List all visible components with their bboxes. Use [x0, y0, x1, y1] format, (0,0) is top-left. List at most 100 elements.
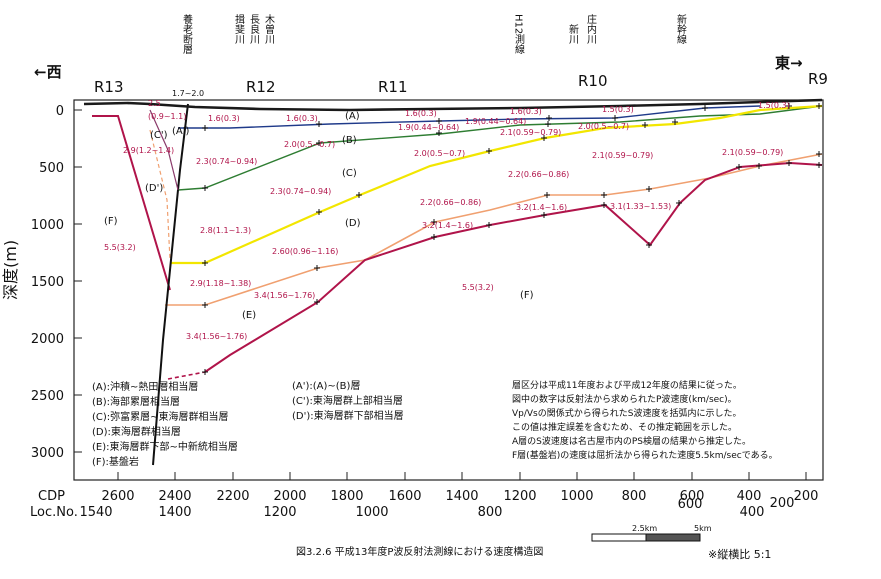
x-ticks	[117, 472, 807, 480]
velocity-label: 2.0(0.5~0.7)	[414, 149, 465, 158]
velocity-label: 2.60(0.96~1.16)	[272, 247, 338, 256]
note-line: 図中の数字は反射法から求められたP波速度(km/sec)。	[512, 393, 737, 405]
legend-mid: (A'):(A)~(B)層 (C'):東海層群上部相当層 (D'):東海層群下部…	[292, 380, 404, 422]
velocity-label: 1.6(0.3)	[208, 114, 240, 123]
legend-item: (F):基盤岩	[92, 455, 139, 468]
yoro-fault-line	[152, 103, 189, 466]
layer-c-boundary	[170, 104, 823, 265]
layer-e-dashed	[167, 371, 206, 380]
top-label-yoro-fault: 養老断層	[181, 13, 193, 54]
top-label-nagara-river: 長良川	[248, 14, 260, 44]
top-label-kiso-river: 木曽川	[263, 14, 275, 44]
top-labels: 養老断層 揖斐川 長良川 木曽川 H12測線 新川 庄内川 新幹線	[181, 13, 687, 54]
legend-item: (C'):東海層群上部相当層	[292, 394, 403, 407]
note-line: A層のS波速度は名古屋市内のPS検層の結果から推定した。	[512, 435, 751, 447]
loc-tick-label: 1000	[355, 505, 388, 520]
inner-fault-line	[149, 109, 179, 191]
velocity-label: 5.5(3.2)	[104, 243, 136, 252]
scale-label-2-5km: 2.5km	[632, 524, 657, 533]
velocity-label: 2.9(1.18~1.38)	[190, 279, 251, 288]
loc-tick-label: 1540	[79, 505, 112, 520]
cdp-tick-label: 1400	[445, 489, 478, 504]
velocity-label: 2.2(0.66~0.86)	[508, 170, 569, 179]
velocity-label: 2.9(1.2~1.4)	[123, 146, 174, 155]
velocity-label: 2.2(0.66~0.86)	[420, 198, 481, 207]
layer-label-a-prime: (A')	[172, 126, 189, 137]
layer-label-d: (D)	[345, 218, 361, 229]
layer-label-e: (E)	[242, 310, 256, 321]
legend-item: (D'):東海層群下部相当層	[292, 409, 404, 422]
velocity-label: 1.6(0.3)	[286, 114, 318, 123]
control-markers	[202, 103, 822, 375]
cdp-tick-label: 400	[737, 489, 762, 504]
layer-label-a: (A)	[345, 111, 360, 122]
fault-value-top: 1.7~2.0	[172, 89, 204, 98]
y-tick-label: 2500	[31, 389, 64, 404]
y-axis-label: 深度(m)	[1, 240, 20, 300]
loc-tick-label: 1200	[263, 505, 296, 520]
velocity-label: 2.3(0.74~0.94)	[196, 157, 257, 166]
cdp-tick-label: 200	[794, 489, 819, 504]
loc-tick-label: 1400	[158, 505, 191, 520]
station-r10: R10	[578, 72, 608, 90]
legend-item: (C):弥富累層~東海層群相当層	[92, 410, 229, 423]
velocity-label: 2.3(0.74~0.94)	[270, 187, 331, 196]
station-r9: R9	[808, 70, 828, 88]
velocity-label: 2.8(1.1~1.3)	[200, 226, 251, 235]
loc-tick-label: 400	[740, 505, 765, 520]
top-label-shin-river: 新川	[567, 23, 579, 44]
fault-value-vp: 2.5	[148, 99, 161, 108]
velocity-label: 3.2(1.4~1.6)	[516, 203, 567, 212]
velocity-label: 2.0(0.5~0.7)	[578, 122, 629, 131]
note-line: 層区分は平成11年度および平成12年度の結果に従った。	[512, 379, 742, 391]
velocity-label: 2.1(0.59~0.79)	[592, 151, 653, 160]
velocity-labels: 1.6(0.3) 1.6(0.3) 1.6(0.3) 1.6(0.3) 1.5(…	[104, 101, 790, 341]
legend-item: (D):東海層群相当層	[92, 425, 181, 438]
cdp-tick-label: 1200	[503, 489, 536, 504]
loc-tick-label: 600	[678, 497, 703, 512]
aspect-ratio-note: ※縦横比 5:1	[708, 547, 771, 561]
top-label-h12-line: H12測線	[513, 14, 525, 54]
y-tick-label: 3000	[31, 446, 64, 461]
cdp-tick-label: 800	[622, 489, 647, 504]
layer-label-c-prime: (C')	[150, 130, 168, 141]
velocity-label: 1.9(0.44~0.64)	[398, 123, 459, 132]
legend-item: (B):海部累層相当層	[92, 395, 180, 408]
loc-tick-labels: 1540 1400 1200 1000 800 600 400 200	[79, 496, 794, 520]
velocity-label: 2.1(0.59~0.79)	[722, 148, 783, 157]
layer-label-d-prime: (D')	[145, 183, 163, 194]
velocity-label: 1.9(0.44~0.64)	[465, 117, 526, 126]
y-tick-label: 1500	[31, 275, 64, 290]
legend-item: (E):東海層群下部~中新統相当層	[92, 440, 238, 453]
velocity-label: 1.6(0.3)	[405, 109, 437, 118]
cdp-tick-label: 2400	[158, 489, 191, 504]
y-tick-labels: 0 500 1000 1500 2000 2500 3000	[31, 104, 64, 461]
velocity-label: 2.0(0.5~0.7)	[284, 140, 335, 149]
top-label-shinkansen: 新幹線	[675, 13, 687, 44]
loc-tick-label: 200	[770, 496, 795, 511]
east-label: 東→	[775, 54, 803, 72]
fault-dashed	[149, 129, 171, 261]
layer-label-c: (C)	[342, 168, 357, 179]
y-tick-label: 0	[56, 104, 64, 119]
cdp-tick-label: 1000	[560, 489, 593, 504]
velocity-label: 3.1(1.33~1.53)	[610, 202, 671, 211]
station-r12: R12	[246, 78, 276, 96]
cdp-tick-label: 2200	[216, 489, 249, 504]
note-line: Vp/Vsの関係式から得られたS波速度を括弧内に示した。	[512, 407, 741, 419]
cdp-label: CDP	[38, 489, 65, 504]
cdp-tick-label: 1600	[388, 489, 421, 504]
velocity-label: 1.6(0.3)	[510, 107, 542, 116]
layer-label-b: (B)	[342, 135, 357, 146]
cdp-tick-label: 600	[680, 489, 705, 504]
velocity-label: 3.4(1.56~1.76)	[186, 332, 247, 341]
velocity-label: 5.5(3.2)	[462, 283, 494, 292]
velocity-label: 3.2(1.4~1.6)	[422, 221, 473, 230]
fault-value-vs: (0.9~1.1)	[148, 112, 186, 121]
cdp-tick-label: 2000	[273, 489, 306, 504]
notes: 層区分は平成11年度および平成12年度の結果に従った。 図中の数字は反射法から求…	[512, 379, 778, 461]
top-label-shonai-river: 庄内川	[585, 13, 597, 44]
station-r11: R11	[378, 78, 408, 96]
loc-label: Loc.No.	[30, 505, 78, 520]
